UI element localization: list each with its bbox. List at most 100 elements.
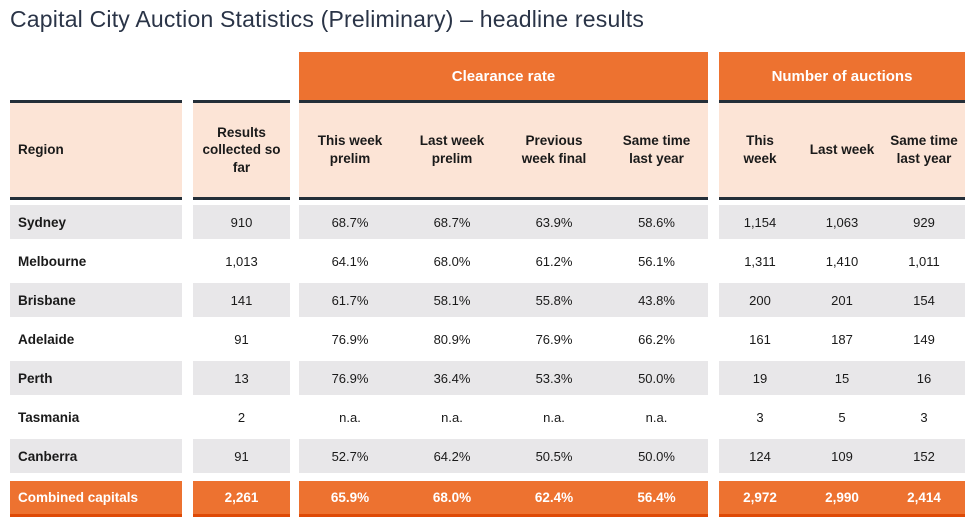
region-cell: Brisbane [10,283,182,317]
clearance-cell: 65.9% [299,481,401,517]
table-row-melbourne: Melbourne 1,013 64.1% 68.0% 61.2% 56.1% … [10,244,965,278]
region-cell: Tasmania [10,400,182,434]
results-cell: 2,261 [193,481,290,517]
block-gap [708,400,719,434]
column-header-region: Region [10,100,182,200]
results-cell: 2 [193,400,290,434]
block-gap [182,244,193,278]
clearance-cell: 62.4% [503,481,605,517]
results-cell: 13 [193,361,290,395]
auctions-cell: 187 [801,322,883,356]
clearance-cell: 80.9% [401,322,503,356]
block-gap [290,283,299,317]
column-header-last-week-prelim: Last week prelim [401,100,503,200]
group-header-row: Clearance rate Number of auctions [10,52,965,100]
clearance-cell: 58.6% [605,205,708,239]
clearance-cell: 68.0% [401,244,503,278]
clearance-cell: 68.7% [401,205,503,239]
auctions-cell: 200 [719,283,801,317]
region-cell: Perth [10,361,182,395]
region-cell: Canberra [10,439,182,473]
block-gap [708,322,719,356]
block-gap [290,481,299,517]
auctions-cell: 1,311 [719,244,801,278]
region-cell: Adelaide [10,322,182,356]
results-cell: 910 [193,205,290,239]
clearance-cell: 50.0% [605,361,708,395]
block-gap [290,322,299,356]
block-gap [182,481,193,517]
block-gap [182,100,193,200]
auctions-cell: 201 [801,283,883,317]
clearance-cell: 53.3% [503,361,605,395]
column-header-same-time-last-year-auctions: Same time last year [883,100,965,200]
auctions-cell: 1,011 [883,244,965,278]
block-gap [708,283,719,317]
table-row-tasmania: Tasmania 2 n.a. n.a. n.a. n.a. 3 5 3 [10,400,965,434]
clearance-cell: n.a. [503,400,605,434]
auctions-cell: 2,414 [883,481,965,517]
clearance-cell: 64.2% [401,439,503,473]
block-gap [182,205,193,239]
clearance-cell: 61.7% [299,283,401,317]
clearance-cell: 43.8% [605,283,708,317]
results-cell: 1,013 [193,244,290,278]
group-header-number-of-auctions: Number of auctions [719,52,965,100]
clearance-cell: 63.9% [503,205,605,239]
auctions-cell: 19 [719,361,801,395]
auctions-cell: 3 [719,400,801,434]
auctions-cell: 109 [801,439,883,473]
clearance-cell: 50.0% [605,439,708,473]
block-gap [182,283,193,317]
auctions-cell: 2,990 [801,481,883,517]
clearance-cell: n.a. [299,400,401,434]
clearance-cell: 56.1% [605,244,708,278]
auctions-cell: 1,154 [719,205,801,239]
auctions-cell: 154 [883,283,965,317]
region-cell: Combined capitals [10,481,182,517]
results-cell: 91 [193,322,290,356]
clearance-cell: 58.1% [401,283,503,317]
column-header-row: Region Results collected so far This wee… [10,100,965,200]
table-row-sydney: Sydney 910 68.7% 68.7% 63.9% 58.6% 1,154… [10,205,965,239]
block-gap [290,205,299,239]
column-header-last-week-auctions: Last week [801,100,883,200]
auctions-cell: 149 [883,322,965,356]
column-header-previous-week-final: Previous week final [503,100,605,200]
block-gap [708,481,719,517]
table-row-brisbane: Brisbane 141 61.7% 58.1% 55.8% 43.8% 200… [10,283,965,317]
region-cell: Sydney [10,205,182,239]
clearance-cell: 61.2% [503,244,605,278]
block-gap [182,361,193,395]
auctions-cell: 124 [719,439,801,473]
page-title: Capital City Auction Statistics (Prelimi… [10,6,645,32]
clearance-cell: 55.8% [503,283,605,317]
results-cell: 141 [193,283,290,317]
table-row-canberra: Canberra 91 52.7% 64.2% 50.5% 50.0% 124 … [10,439,965,473]
clearance-cell: 56.4% [605,481,708,517]
block-gap [290,244,299,278]
clearance-cell: 52.7% [299,439,401,473]
block-gap [182,322,193,356]
clearance-cell: 76.9% [503,322,605,356]
region-cell: Melbourne [10,244,182,278]
block-gap [708,439,719,473]
auctions-cell: 1,063 [801,205,883,239]
auctions-cell: 16 [883,361,965,395]
auctions-cell: 3 [883,400,965,434]
column-header-same-time-last-year-clearance: Same time last year [605,100,708,200]
block-gap [290,400,299,434]
block-gap [708,205,719,239]
auction-statistics-table: Clearance rate Number of auctions Region… [10,52,965,517]
block-gap [708,361,719,395]
block-gap [182,400,193,434]
clearance-cell: 36.4% [401,361,503,395]
total-row-combined-capitals: Combined capitals 2,261 65.9% 68.0% 62.4… [10,481,965,517]
clearance-cell: n.a. [401,400,503,434]
column-header-this-week-prelim: This week prelim [299,100,401,200]
block-gap [708,100,719,200]
block-gap [290,439,299,473]
auctions-cell: 15 [801,361,883,395]
block-gap [290,100,299,200]
